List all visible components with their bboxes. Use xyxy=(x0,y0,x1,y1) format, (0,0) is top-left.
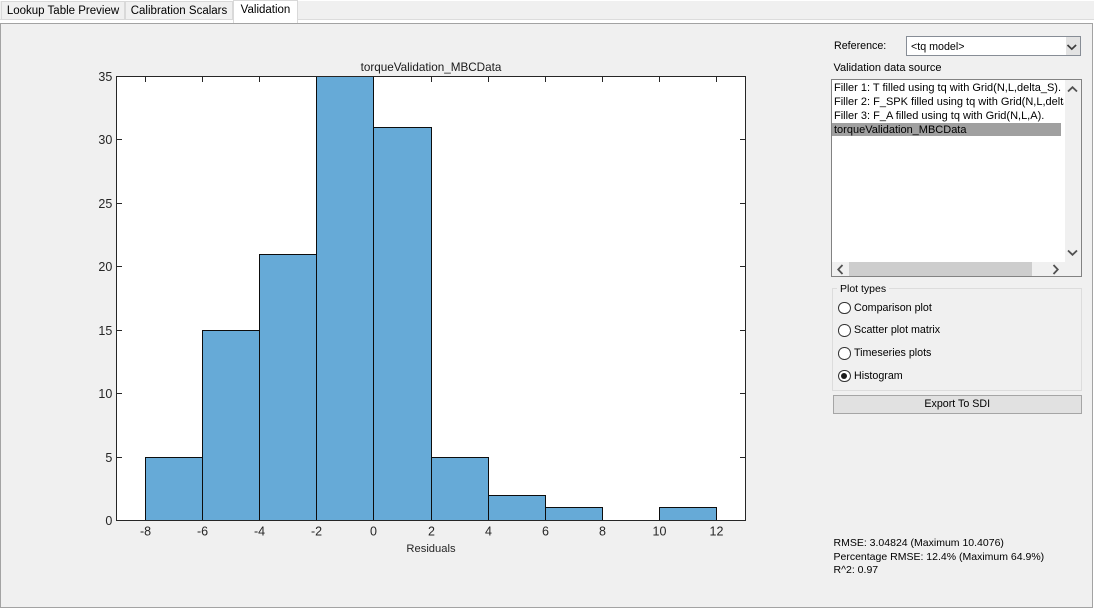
svg-text:2: 2 xyxy=(428,525,435,539)
svg-text:5: 5 xyxy=(105,451,112,465)
svg-text:25: 25 xyxy=(98,197,112,211)
svg-text:10: 10 xyxy=(653,525,667,539)
svg-text:6: 6 xyxy=(542,525,549,539)
svg-text:30: 30 xyxy=(98,133,112,147)
svg-text:12: 12 xyxy=(710,525,724,539)
svg-text:-4: -4 xyxy=(254,525,265,539)
svg-text:35: 35 xyxy=(98,70,112,84)
svg-text:-6: -6 xyxy=(197,525,208,539)
svg-text:20: 20 xyxy=(98,260,112,274)
svg-text:4: 4 xyxy=(485,525,492,539)
svg-text:0: 0 xyxy=(105,514,112,528)
svg-text:-8: -8 xyxy=(140,525,151,539)
svg-text:10: 10 xyxy=(98,387,112,401)
svg-text:-2: -2 xyxy=(311,525,322,539)
svg-text:Residuals: Residuals xyxy=(406,543,456,555)
svg-text:15: 15 xyxy=(98,324,112,338)
svg-text:0: 0 xyxy=(370,525,377,539)
svg-text:8: 8 xyxy=(599,525,606,539)
svg-text:torqueValidation_MBCData: torqueValidation_MBCData xyxy=(361,61,502,74)
